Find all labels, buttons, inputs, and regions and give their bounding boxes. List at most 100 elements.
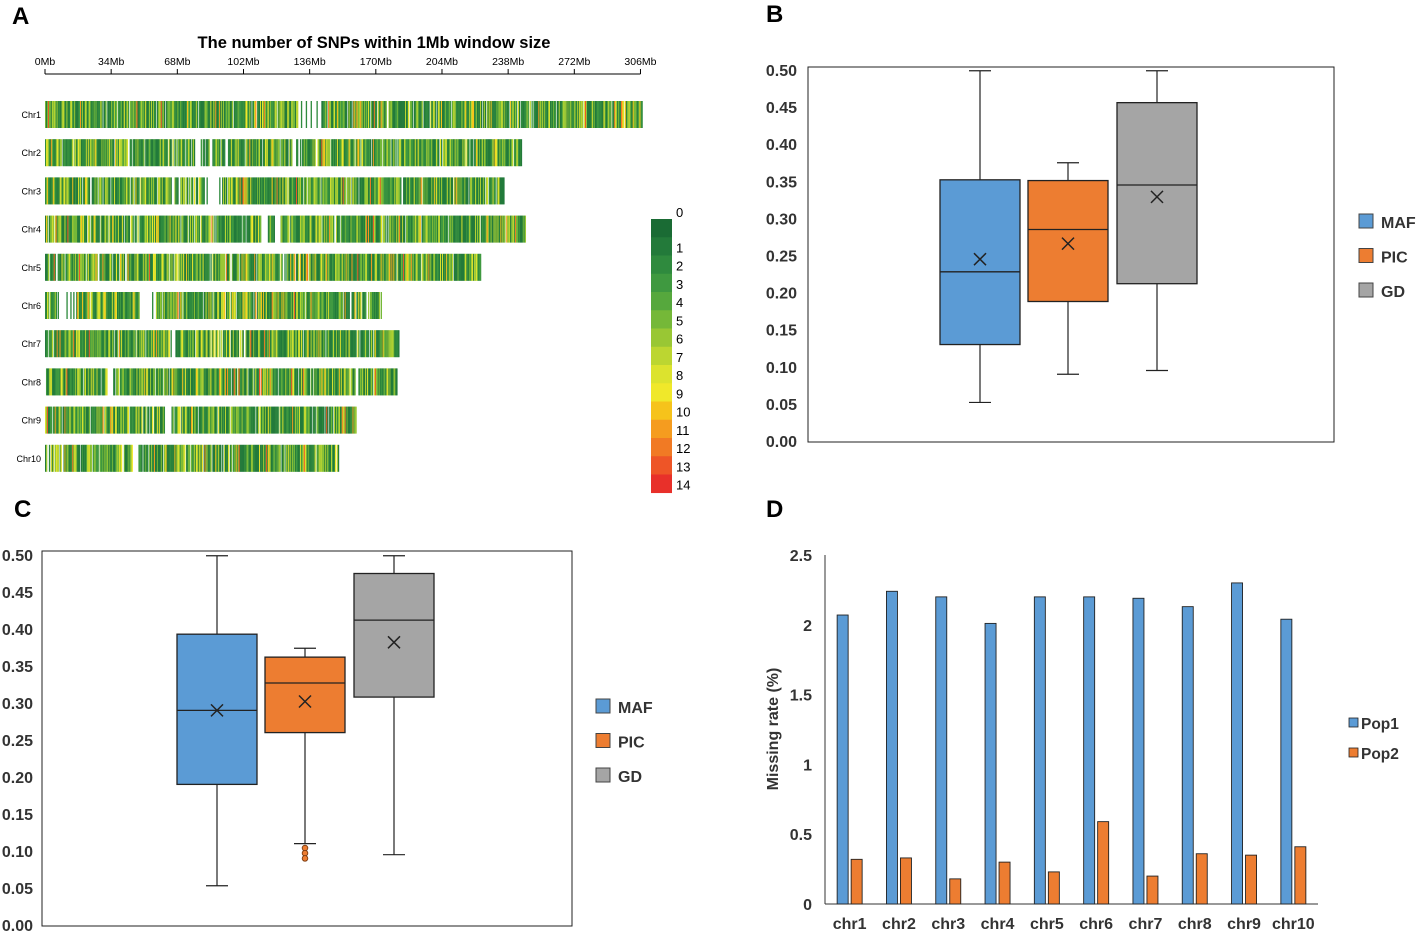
snp-window-cell — [428, 253, 430, 281]
snp-window-cell — [150, 368, 152, 396]
snp-window-cell — [490, 215, 492, 243]
snp-window-cell — [267, 139, 270, 167]
snp-window-cell — [153, 177, 155, 205]
snp-window-cell — [136, 101, 138, 128]
snp-window-cell — [227, 139, 230, 167]
snp-window-cell — [332, 101, 334, 128]
snp-window-cell — [326, 215, 328, 243]
snp-window-cell — [286, 101, 288, 128]
snp-window-cell — [298, 292, 301, 319]
snp-window-cell — [167, 215, 169, 243]
snp-window-cell — [365, 330, 367, 358]
snp-window-cell — [359, 139, 361, 167]
panel-a-tick-label: 272Mb — [558, 56, 590, 68]
snp-window-cell — [254, 139, 256, 167]
snp-window-cell — [109, 406, 111, 434]
snp-window-cell — [102, 330, 104, 358]
snp-window-cell — [117, 292, 119, 319]
snp-window-cell — [366, 139, 368, 167]
snp-window-cell — [102, 253, 104, 281]
snp-window-cell — [156, 406, 159, 434]
snp-window-cell — [134, 215, 136, 243]
snp-window-cell — [471, 139, 473, 167]
snp-window-cell — [373, 215, 376, 243]
snp-window-cell — [57, 177, 59, 205]
snp-window-cell — [224, 215, 226, 243]
snp-window-cell — [261, 368, 264, 396]
snp-window-cell — [394, 215, 396, 243]
snp-window-cell — [343, 368, 346, 396]
snp-window-cell — [322, 253, 324, 281]
snp-window-cell — [108, 177, 110, 205]
snp-window-cell — [67, 330, 69, 358]
snp-window-cell — [69, 139, 71, 167]
snp-window-cell — [58, 215, 60, 243]
snp-window-cell — [373, 139, 376, 167]
snp-window-cell — [275, 330, 277, 358]
snp-window-cell — [502, 215, 504, 243]
snp-window-cell — [406, 139, 409, 167]
snp-window-cell — [607, 101, 609, 128]
snp-window-cell — [61, 253, 63, 281]
snp-window-cell — [69, 215, 71, 243]
snp-window-cell — [74, 215, 76, 243]
snp-window-cell — [74, 101, 76, 128]
snp-window-cell — [46, 101, 49, 128]
snp-window-cell — [275, 139, 277, 167]
snp-window-cell — [511, 101, 513, 128]
snp-window-cell — [144, 253, 146, 281]
snp-window-cell — [239, 215, 241, 243]
snp-window-cell — [586, 101, 589, 128]
snp-window-cell — [179, 406, 181, 434]
snp-window-cell — [275, 101, 277, 128]
snp-window-cell — [176, 292, 178, 319]
snp-window-cell — [627, 101, 630, 128]
snp-window-cell — [368, 215, 370, 243]
y-tick-label: 0.00 — [766, 434, 797, 451]
snp-window-cell — [362, 139, 364, 167]
snp-window-cell — [331, 139, 333, 167]
panel-b-boxplot: 0.000.050.100.150.200.250.300.350.400.45… — [766, 63, 1416, 451]
snp-window-cell — [319, 406, 321, 434]
snp-window-cell — [184, 292, 186, 319]
snp-window-cell — [58, 177, 60, 205]
snp-window-cell — [357, 215, 359, 243]
snp-window-cell — [358, 292, 360, 319]
snp-window-cell — [226, 406, 229, 434]
snp-window-cell — [292, 292, 294, 319]
snp-window-cell — [299, 330, 302, 358]
snp-window-cell — [72, 139, 74, 167]
snp-window-cell — [351, 253, 353, 281]
snp-window-cell — [105, 215, 107, 243]
snp-window-cell — [238, 177, 240, 205]
snp-window-cell — [374, 215, 377, 243]
snp-window-cell — [373, 101, 376, 128]
snp-window-cell — [152, 253, 154, 281]
snp-window-cell — [75, 139, 77, 167]
snp-window-cell — [174, 406, 176, 434]
snp-window-cell — [347, 330, 349, 358]
snp-window-cell — [94, 215, 96, 243]
snp-window-cell — [440, 177, 442, 205]
snp-window-cell — [191, 101, 194, 128]
snp-window-cell — [94, 177, 96, 205]
snp-window-cell — [225, 368, 228, 396]
snp-window-cell — [302, 406, 305, 434]
snp-window-cell — [179, 215, 181, 243]
snp-window-cell — [99, 406, 101, 434]
snp-window-cell — [172, 444, 174, 472]
snp-window-cell — [258, 177, 260, 205]
snp-window-cell — [294, 368, 296, 396]
snp-window-cell — [160, 215, 163, 243]
snp-window-cell — [384, 139, 386, 167]
snp-window-cell — [311, 215, 313, 243]
snp-window-cell — [307, 139, 310, 167]
snp-window-cell — [385, 330, 387, 358]
snp-window-cell — [494, 139, 496, 167]
snp-window-cell — [53, 292, 56, 319]
snp-window-cell — [95, 330, 97, 358]
snp-window-cell — [554, 101, 557, 128]
snp-window-cell — [115, 292, 117, 319]
snp-window-cell — [204, 368, 206, 396]
snp-window-cell — [163, 253, 166, 281]
